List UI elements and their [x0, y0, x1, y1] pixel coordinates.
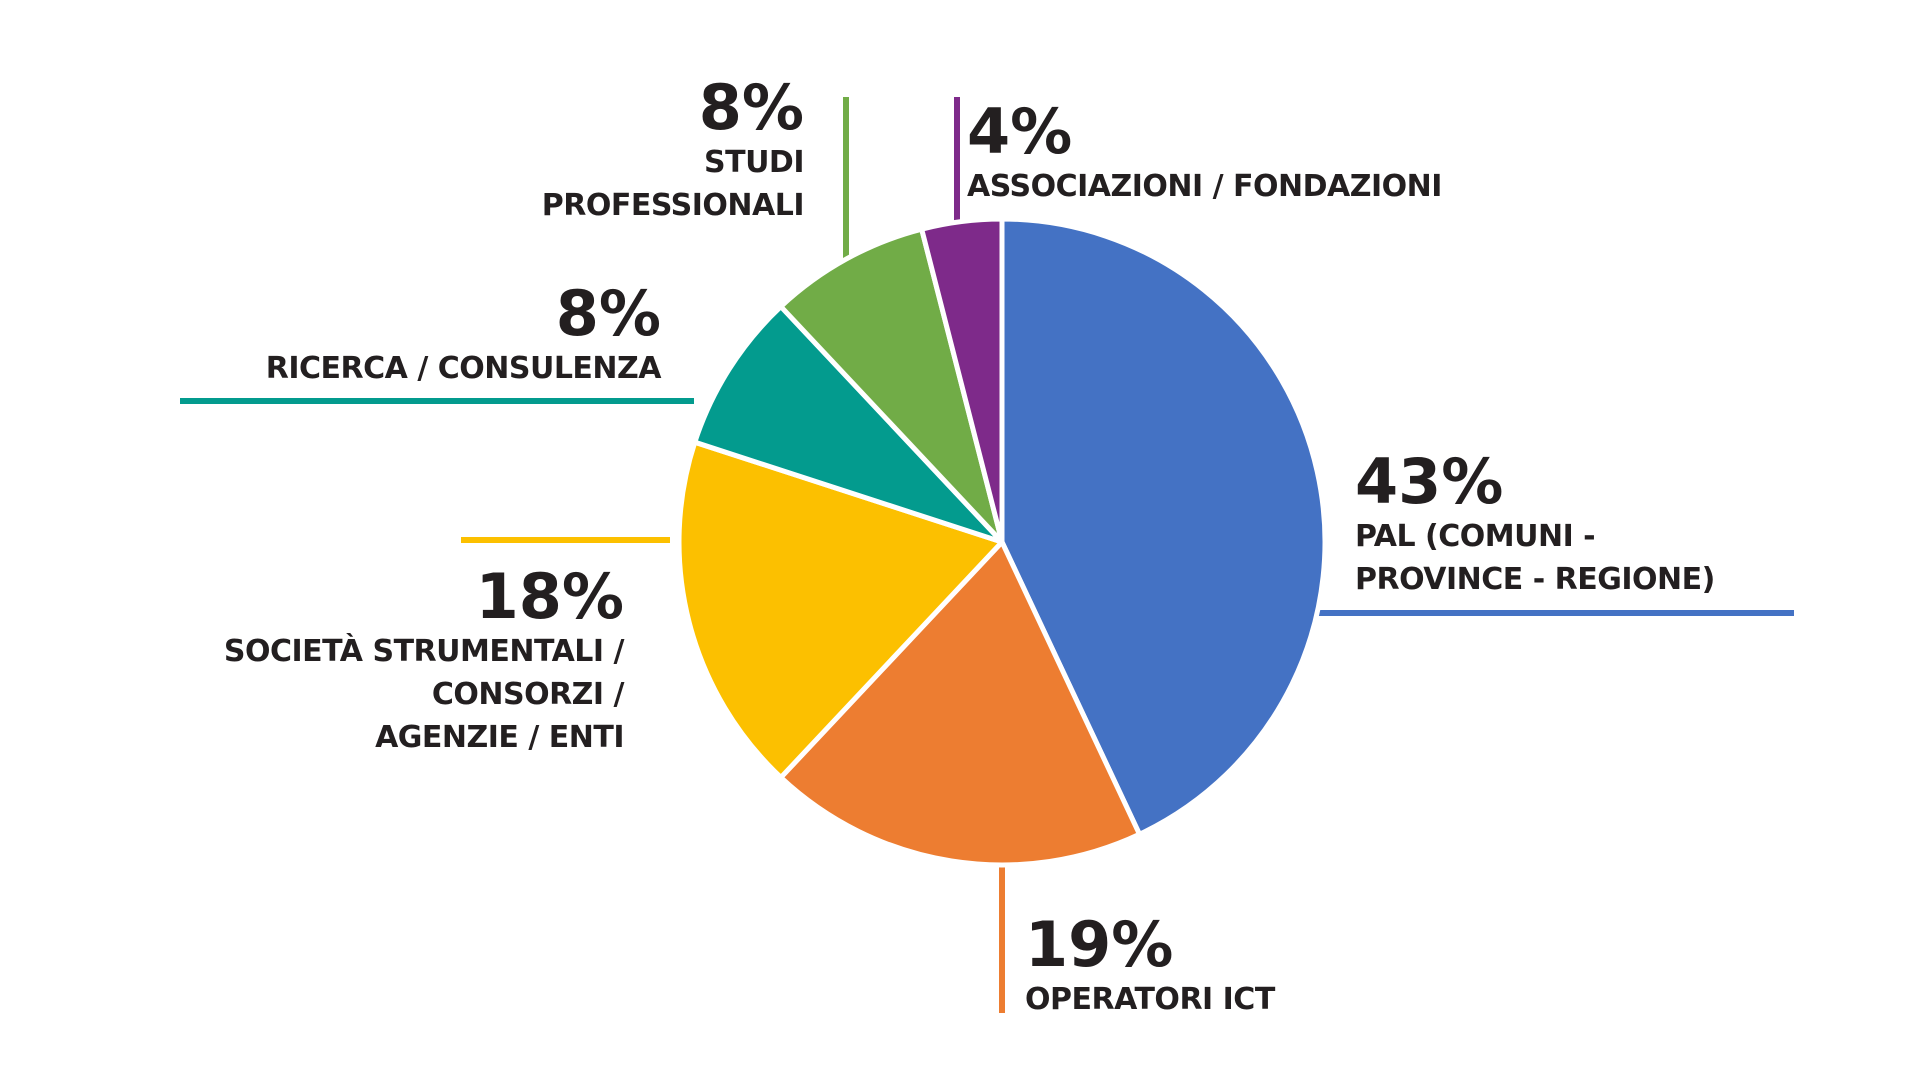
- slice-label: 8% STUDI PROFESSIONALI: [541, 71, 805, 227]
- value-label: 8%: [555, 277, 661, 350]
- slice-label: 43% PAL (COMUNI - PROVINCE - REGIONE): [1355, 449, 1715, 601]
- value-label: 8%: [698, 71, 804, 144]
- value-label: 18%: [475, 560, 624, 633]
- pie-slice: [676, 439, 1005, 780]
- slice-label: 18% SOCIETÀ STRUMENTALI / CONSORZI / AGEN…: [223, 560, 625, 759]
- pie-slice: [692, 304, 1005, 545]
- category-label: RICERCA / CONSULENZA: [265, 351, 662, 386]
- category-label: ASSOCIAZIONI / FONDAZIONI: [967, 169, 1442, 204]
- slice-label: 4% ASSOCIAZIONI / FONDAZIONI: [967, 99, 1442, 208]
- pie-slice: [778, 539, 1143, 868]
- pie-slice: [919, 216, 1005, 545]
- category-label: PAL (COMUNI - PROVINCE - REGIONE): [1355, 519, 1715, 597]
- category-label: STUDI PROFESSIONALI: [541, 145, 805, 223]
- category-label: SOCIETÀ STRUMENTALI / CONSORZI / AGENZIE…: [223, 634, 625, 755]
- value-label: 43%: [1355, 445, 1504, 518]
- slice-label: 19% OPERATORI ICT: [1025, 912, 1275, 1021]
- pie-slice: [778, 226, 1005, 545]
- category-label: OPERATORI ICT: [1025, 982, 1275, 1017]
- value-label: 4%: [967, 95, 1073, 168]
- value-label: 19%: [1025, 908, 1174, 981]
- slice-label: 8% RICERCA / CONSULENZA: [265, 277, 662, 390]
- pie-slice: [999, 216, 1328, 837]
